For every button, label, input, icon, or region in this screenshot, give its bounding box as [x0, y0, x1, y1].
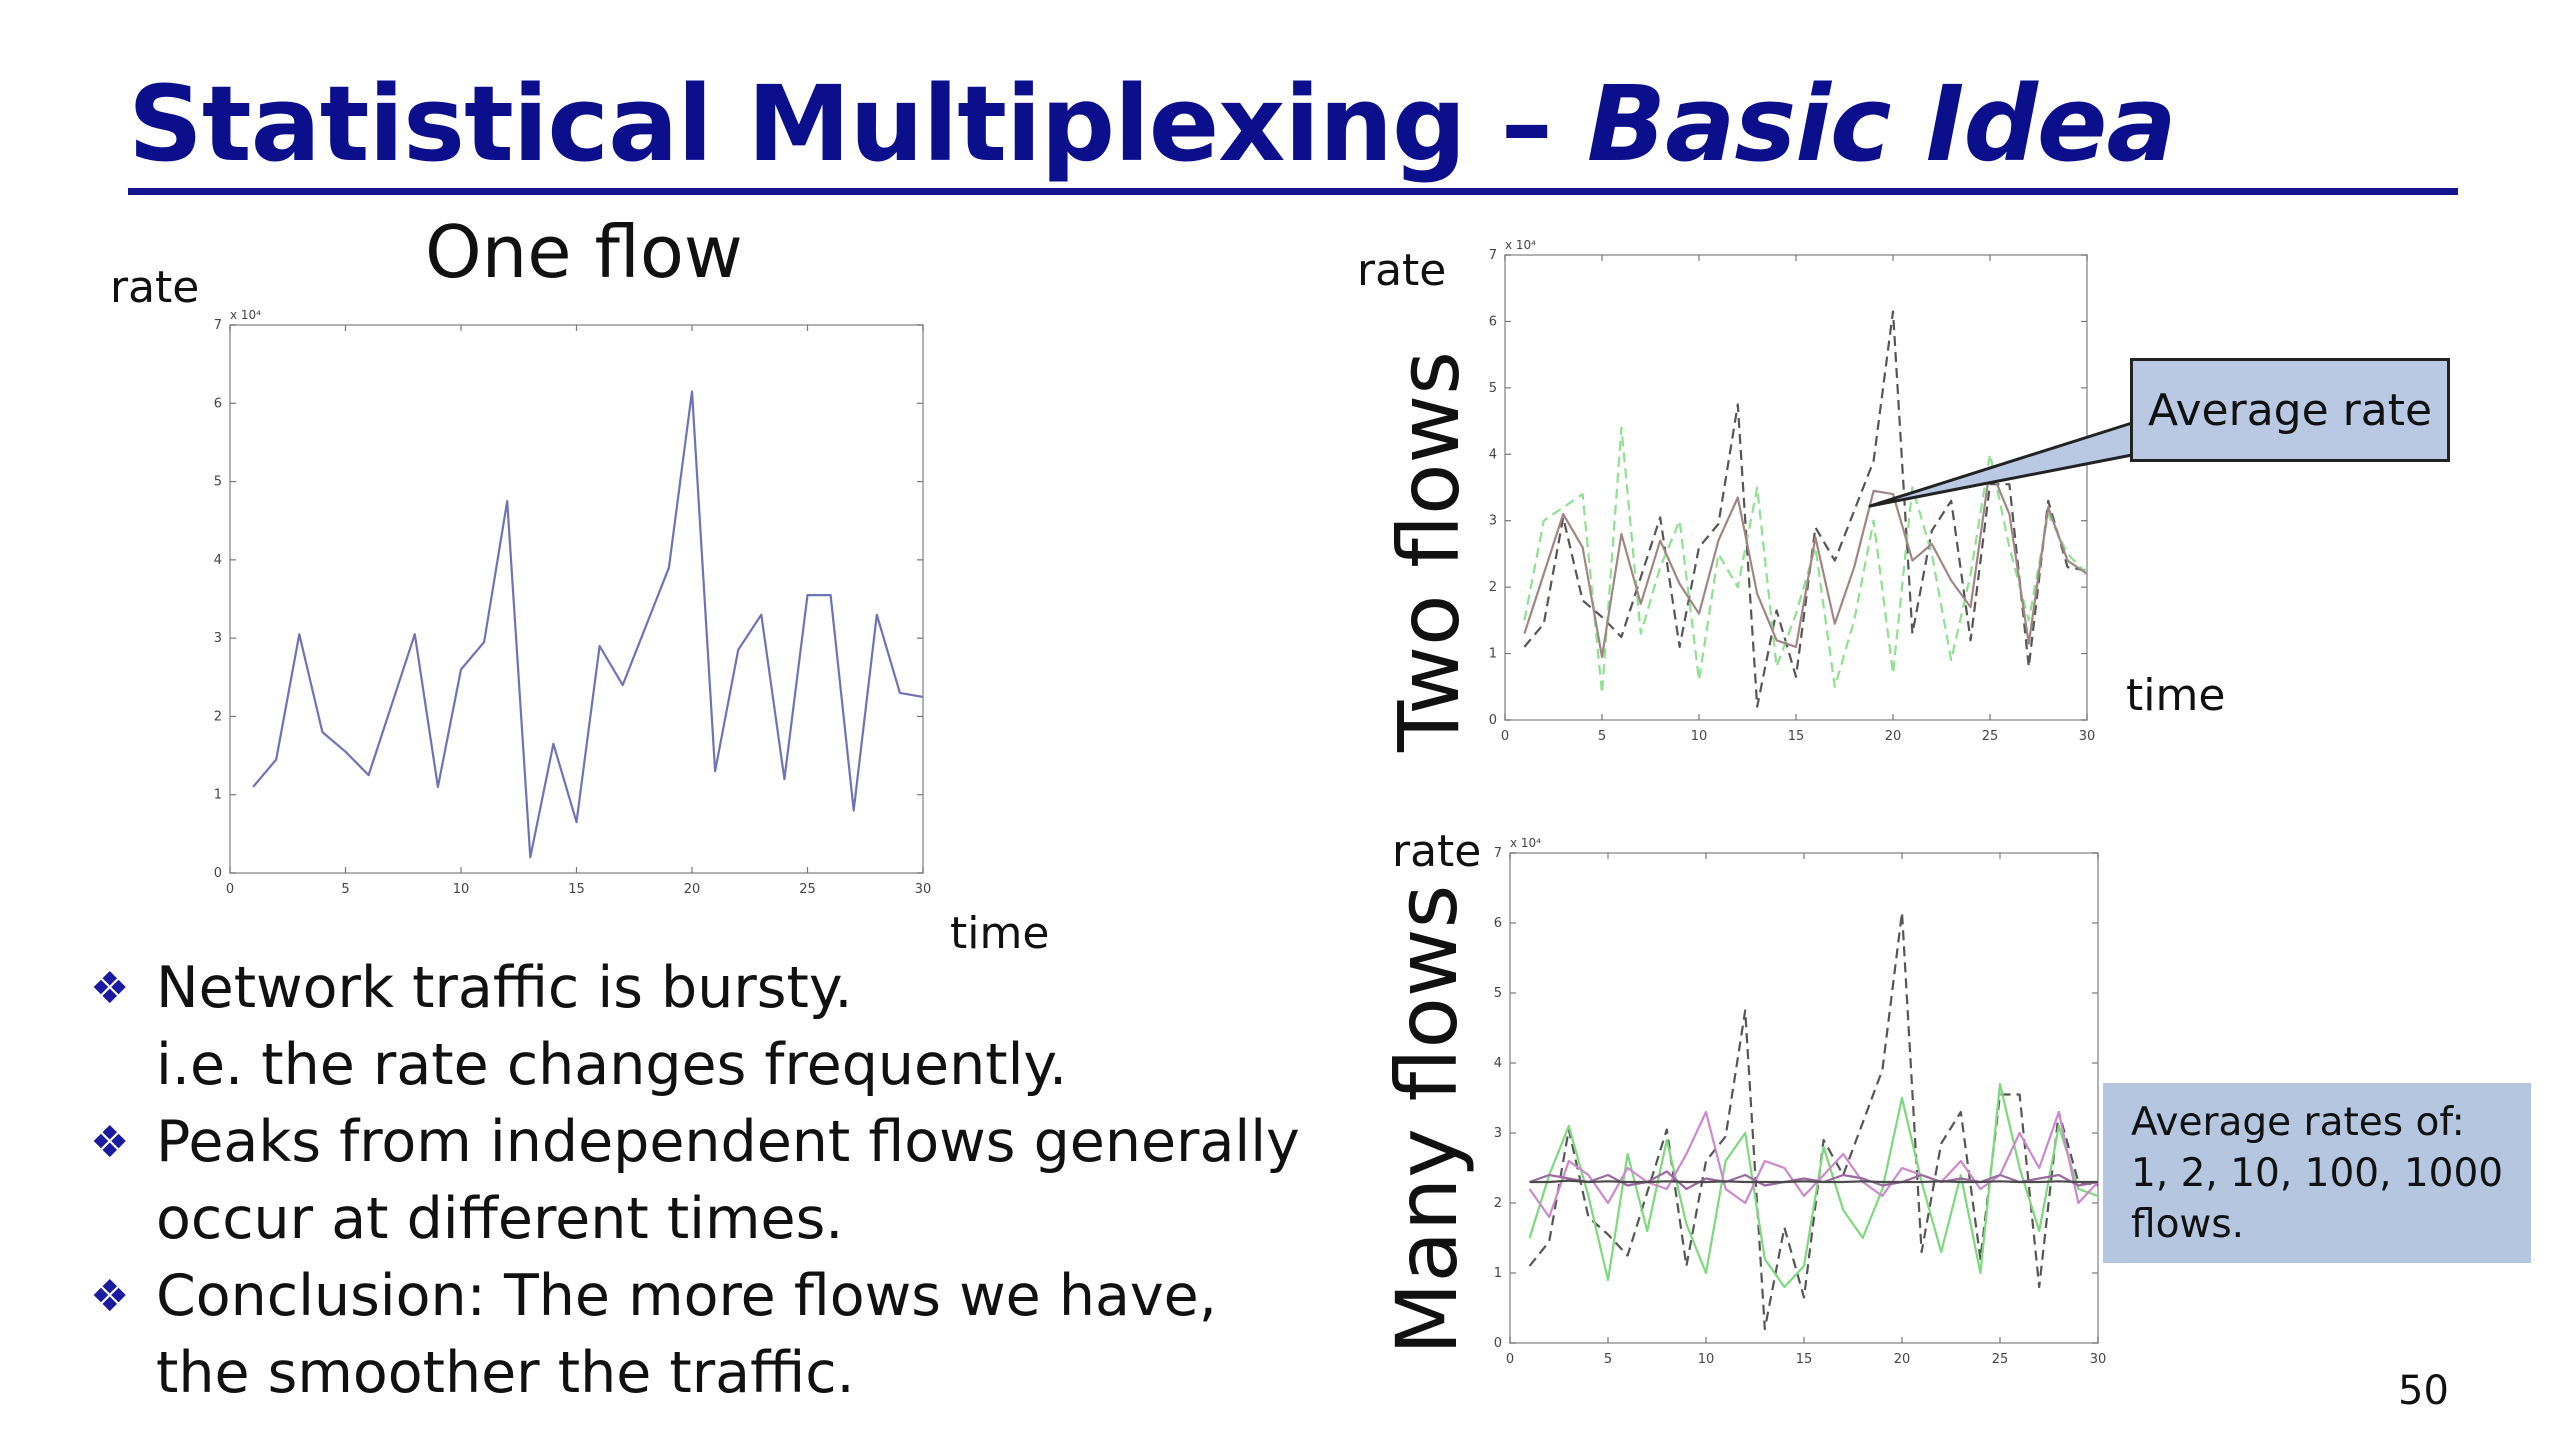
x-tick-label: 30 [2090, 1352, 2107, 1367]
average-rate-text: Average rate [2147, 384, 2433, 436]
average-rates-callout: Average rates of: 1, 2, 10, 100, 1000 fl… [2103, 1083, 2531, 1263]
bullet-line: occur at different times. [156, 1186, 844, 1252]
bullet-line: the smoother the traffic. [156, 1340, 855, 1406]
series-line [1529, 1170, 2099, 1191]
diamond-bullet-icon: ❖ [90, 1117, 130, 1168]
y-tick-label: 6 [1489, 314, 1497, 329]
x-tick-label: 25 [799, 882, 816, 895]
bullet-item: ❖ Network traffic is bursty. i.e. the ra… [90, 950, 1340, 1104]
average-rates-line: Average rates of: [2131, 1100, 2465, 1145]
one-flow-chart: 0 5 10 15 20 25 30 0 1 2 3 4 5 6 7 x 10⁴ [214, 308, 932, 895]
diamond-bullet-icon: ❖ [90, 1271, 130, 1322]
y-tick-label: 6 [1494, 916, 1502, 931]
x-tick-label: 25 [1992, 1352, 2009, 1367]
x-tick-label: 30 [2079, 729, 2096, 740]
bullet-line: Network traffic is bursty. [156, 955, 853, 1021]
x-tick-label: 5 [341, 882, 349, 895]
x-tick-label: 0 [1501, 729, 1509, 740]
slide-title: Statistical Multiplexing – Basic Idea [128, 62, 2177, 187]
x-tick-label: 5 [1598, 729, 1606, 740]
y-tick-label: 1 [1489, 647, 1497, 662]
x-tick-label: 20 [1885, 729, 1902, 740]
y-tick-label: 2 [1489, 580, 1497, 595]
y-tick-label: 3 [1489, 514, 1497, 529]
x-tick-label: 30 [915, 882, 932, 895]
diamond-bullet-icon: ❖ [90, 963, 130, 1014]
bullet-item: ❖ Peaks from independent flows generally… [90, 1104, 1340, 1258]
y-tick-label: 3 [1494, 1126, 1502, 1141]
many-flows-chart: 0 5 10 15 20 25 30 0 1 2 3 4 5 6 7 x 10⁴ [1494, 836, 2107, 1367]
y-tick-label: 4 [1494, 1056, 1502, 1071]
many-flows-rate-label: rate [1392, 826, 1482, 877]
two-flows-rate-label: rate [1357, 245, 1447, 296]
bullet-item: ❖ Conclusion: The more flows we have, th… [90, 1258, 1340, 1412]
x-tick-label: 10 [453, 882, 470, 895]
x-tick-label: 15 [1788, 729, 1805, 740]
x-tick-label: 15 [568, 882, 585, 895]
y-multiplier-label: x 10⁴ [1505, 238, 1536, 252]
title-underline [128, 188, 2458, 195]
y-tick-label: 1 [214, 788, 222, 803]
x-tick-label: 0 [226, 882, 234, 895]
y-tick-label: 0 [214, 866, 222, 881]
average-rate-callout: Average rate [2130, 358, 2450, 462]
y-tick-label: 5 [214, 475, 222, 490]
y-tick-label: 7 [1494, 846, 1502, 861]
two-flows-chart: 0 5 10 15 20 25 30 0 1 2 3 4 5 6 7 x 10⁴ [1489, 238, 2096, 740]
series-line [1523, 310, 2088, 708]
x-tick-label: 10 [1698, 1352, 1715, 1367]
average-rates-line: 1, 2, 10, 100, 1000 [2131, 1151, 2504, 1196]
x-tick-label: 20 [684, 882, 701, 895]
x-tick-label: 15 [1796, 1352, 1813, 1367]
two-flows-time-label: time [2126, 670, 2226, 721]
series-line [1529, 1179, 2098, 1184]
average-rates-line: flows. [2131, 1202, 2245, 1247]
one-flow-time-label: time [950, 908, 1050, 959]
bullet-line: Conclusion: The more flows we have, [156, 1263, 1217, 1329]
bullet-line: Peaks from independent flows generally [156, 1109, 1300, 1175]
x-tick-label: 0 [1506, 1352, 1514, 1367]
y-tick-label: 2 [1494, 1196, 1502, 1211]
y-tick-label: 3 [214, 631, 222, 646]
y-tick-label: 4 [214, 553, 222, 568]
x-tick-label: 5 [1604, 1352, 1612, 1367]
slide-title-italic: Basic Idea [1586, 63, 2177, 185]
one-flow-rate-label: rate [110, 262, 200, 313]
y-tick-label: 7 [214, 318, 222, 333]
x-tick-label: 25 [1982, 729, 1999, 740]
slide-title-main: Statistical Multiplexing – [128, 63, 1587, 185]
y-tick-label: 0 [1489, 713, 1497, 728]
y-tick-label: 7 [1489, 248, 1497, 263]
x-tick-label: 10 [1691, 729, 1708, 740]
series-line [252, 390, 924, 859]
one-flow-heading: One flow [425, 210, 743, 294]
y-multiplier-label: x 10⁴ [230, 308, 261, 322]
y-tick-label: 2 [214, 709, 222, 724]
y-tick-label: 0 [1494, 1336, 1502, 1351]
bullet-line: i.e. the rate changes frequently. [156, 1032, 1068, 1098]
y-tick-label: 4 [1489, 447, 1497, 462]
y-tick-label: 6 [214, 396, 222, 411]
y-tick-label: 5 [1494, 986, 1502, 1001]
series-line [1523, 426, 2088, 695]
bullet-list: ❖ Network traffic is bursty. i.e. the ra… [90, 950, 1340, 1412]
series-line [1528, 1110, 2099, 1219]
x-tick-label: 20 [1894, 1352, 1911, 1367]
y-tick-label: 1 [1494, 1266, 1502, 1281]
y-multiplier-label: x 10⁴ [1510, 836, 1541, 850]
y-tick-label: 5 [1489, 381, 1497, 396]
page-number: 50 [2398, 1368, 2449, 1414]
